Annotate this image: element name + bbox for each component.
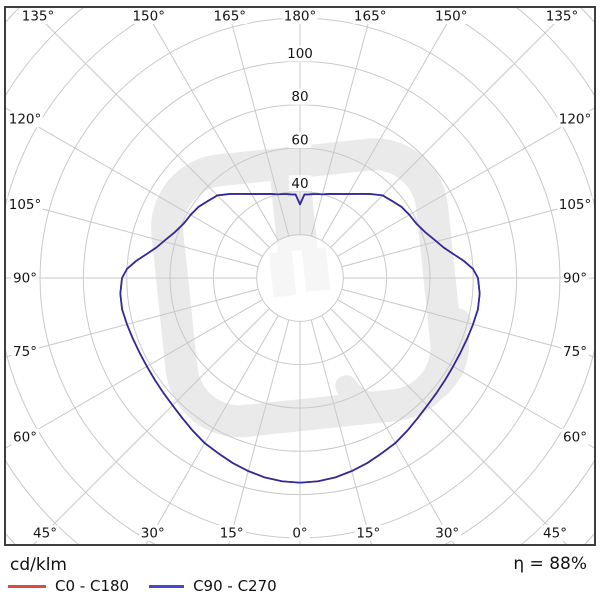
watermark-bar [267, 148, 318, 253]
angle-label-30: 30° [435, 526, 459, 542]
angle-label--45: 45° [33, 526, 57, 542]
grid-spoke-120 [337, 107, 595, 257]
radial-label-40: 40 [291, 176, 308, 192]
angle-label-bg [541, 525, 569, 541]
angle-label--15: 15° [220, 526, 244, 542]
grid-spoke-105 [341, 198, 595, 268]
angle-label-bg [139, 525, 167, 541]
angle-label-bg [11, 428, 39, 445]
c90-c270-line-swatch [149, 584, 185, 588]
radial-label-bg [288, 88, 312, 105]
angle-label-bg [544, 8, 580, 24]
angle-label--90: 90° [13, 271, 37, 287]
angle-label-120: 120° [559, 112, 592, 128]
angle-label-bg [7, 196, 43, 213]
grid-spoke-195 [226, 7, 290, 237]
angle-label-bg [31, 525, 59, 541]
radial-label-bg [288, 175, 312, 192]
grid-spoke-255 [5, 198, 259, 268]
legend: cd/klm η = 88% C0 - C180 C90 - C270 [0, 548, 600, 600]
c90-c270-label: C90 - C270 [193, 577, 277, 595]
angle-label--75: 75° [13, 344, 37, 360]
angle-label-60: 60° [563, 429, 587, 445]
grid-spoke-75 [341, 288, 595, 358]
angle-label-bg [354, 525, 383, 541]
c0-c180-line-swatch [8, 584, 46, 588]
legend-item-c90-c270: C90 - C270 [129, 577, 277, 595]
angle-label--120: 120° [9, 112, 42, 128]
angle-label-150: 150° [435, 9, 468, 25]
grid-spoke-60 [337, 299, 595, 449]
angle-label-75: 75° [563, 344, 587, 360]
angle-label--150: 150° [132, 9, 165, 25]
angle-label-bg [561, 428, 589, 445]
angle-label-bg [131, 8, 167, 24]
angle-label--135: 135° [22, 9, 55, 25]
legend-items: C0 - C180 C90 - C270 [8, 577, 277, 595]
inner-disc [256, 234, 344, 322]
angle-label-165: 165° [354, 9, 387, 25]
angle-label-bg [7, 111, 43, 128]
angle-label-bg [217, 525, 246, 541]
radial-label-80: 80 [291, 89, 308, 105]
c0-c180-label: C0 - C180 [55, 577, 130, 595]
radial-label-bg [288, 132, 312, 149]
angle-label-bg [433, 525, 461, 541]
angle-label-bg [352, 8, 388, 24]
angle-label-bg [433, 8, 469, 24]
angle-label-bg [557, 196, 593, 213]
grid-spoke-15 [310, 319, 373, 545]
angle-label-bg [557, 111, 593, 128]
radial-label-bg [284, 45, 316, 62]
legend-item-c0-c180: C0 - C180 [8, 577, 129, 595]
angle-label-bg [561, 270, 589, 286]
angle-label-bg [282, 8, 318, 24]
grid-spoke-240 [5, 107, 263, 257]
efficiency-label: η = 88% [513, 554, 587, 574]
angle-label-180: 180° [284, 9, 317, 25]
curve-C90-C270 [119, 193, 481, 484]
plot-border [4, 6, 596, 546]
grid-spoke-150 [321, 7, 458, 241]
grid-spoke-210 [142, 7, 279, 241]
angle-label-90: 90° [563, 271, 587, 287]
watermark-dot [443, 308, 472, 337]
angle-label--105: 105° [9, 197, 42, 213]
angle-label-0: 0° [292, 526, 307, 542]
angle-label--30: 30° [141, 526, 165, 542]
radial-label-100: 100 [287, 46, 313, 62]
grid-spoke-165 [310, 7, 374, 237]
angle-label-135: 135° [546, 9, 579, 25]
radial-label-60: 60 [291, 133, 308, 149]
angle-label--60: 60° [13, 429, 37, 445]
angle-label-bg [11, 270, 39, 286]
grid-spoke-300 [5, 299, 263, 449]
grid-spoke-330 [145, 315, 279, 545]
angle-label-bg [561, 343, 589, 360]
angle-label-bg [11, 343, 39, 360]
grid-spoke-345 [227, 319, 290, 545]
angle-label-bg [20, 8, 56, 24]
grid-spoke-285 [5, 288, 259, 358]
unit-label: cd/klm [10, 555, 67, 575]
angle-label-bg [212, 8, 248, 24]
angle-label-bg [290, 525, 310, 541]
grid-spoke-30 [321, 315, 455, 545]
angle-label--165: 165° [214, 9, 247, 25]
angle-label-105: 105° [559, 197, 592, 213]
angle-label-45: 45° [543, 526, 567, 542]
angle-label-15: 15° [356, 526, 380, 542]
